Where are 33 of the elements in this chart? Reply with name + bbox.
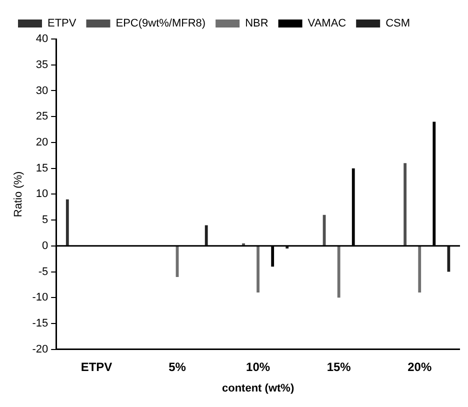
y-tick-label: 20 xyxy=(36,136,48,148)
y-tick-label: 0 xyxy=(42,240,48,252)
x-axis-title: content (wt%) xyxy=(222,382,294,394)
legend-label: CSM xyxy=(386,18,410,30)
x-tick-label: ETPV xyxy=(80,360,112,374)
legend-label: ETPV xyxy=(48,18,77,30)
bar xyxy=(66,199,69,246)
x-tick-label: 20% xyxy=(408,360,432,374)
x-tick-label: 10% xyxy=(246,360,270,374)
y-tick-label: 10 xyxy=(36,188,48,200)
x-tick-label: 5% xyxy=(168,360,186,374)
x-tick-label: 15% xyxy=(326,360,352,374)
y-tick-label: 15 xyxy=(36,162,48,174)
y-tick-label: -5 xyxy=(38,266,48,278)
y-tick-label: 40 xyxy=(36,33,48,46)
y-tick-label: 25 xyxy=(36,110,48,123)
bar xyxy=(286,246,289,249)
legend-label: NBR xyxy=(245,18,268,30)
legend-label: VAMAC xyxy=(308,18,346,30)
y-tick-label: 30 xyxy=(36,84,48,97)
bar xyxy=(447,246,450,272)
y-tick-label: -10 xyxy=(32,292,48,304)
bar xyxy=(204,225,208,246)
bar xyxy=(404,163,407,246)
legend-label: EPC(9wt%/MFR8) xyxy=(116,18,206,30)
y-tick-label: -15 xyxy=(32,318,48,330)
bar xyxy=(418,246,422,292)
y-tick-label: 35 xyxy=(36,58,48,71)
y-axis-title: Ratio (%) xyxy=(12,171,25,218)
y-tick-label: 5 xyxy=(42,214,48,226)
y-tick-label: -20 xyxy=(32,343,48,356)
bar xyxy=(256,246,260,292)
bar xyxy=(337,246,340,298)
